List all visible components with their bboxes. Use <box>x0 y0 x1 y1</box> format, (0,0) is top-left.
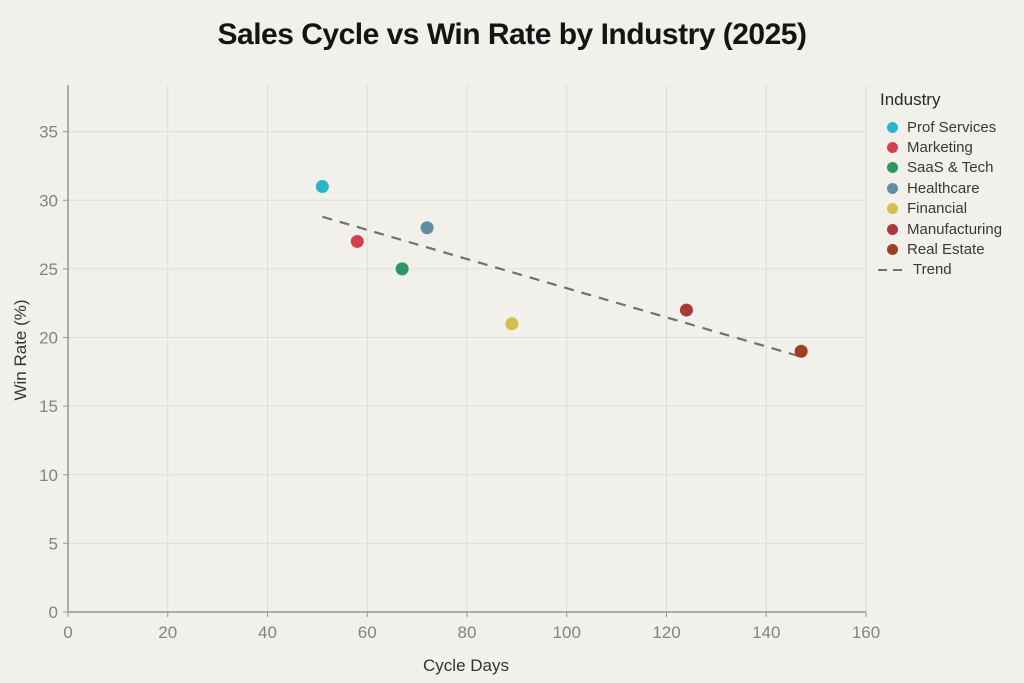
x-tick-label: 80 <box>458 623 477 642</box>
data-points <box>315 180 808 358</box>
legend-item-real-estate: Real Estate <box>878 239 1002 259</box>
x-tick-label: 120 <box>652 623 680 642</box>
legend-items: Prof Services Marketing SaaS & Tech Healthc… <box>878 117 1002 260</box>
legend-swatch-icon <box>887 223 898 235</box>
legend-swatch-icon <box>887 244 898 256</box>
legend-swatch-icon <box>887 121 898 133</box>
gridlines <box>68 85 867 612</box>
x-tick-label: 100 <box>553 623 581 642</box>
legend-swatch-icon <box>887 203 898 215</box>
chart-title: Sales Cycle vs Win Rate by Industry (202… <box>217 18 807 51</box>
legend-item-label: Marketing <box>907 139 973 157</box>
y-tick-label: 5 <box>49 534 58 553</box>
tick-marks-and-labels: 0 20 40 60 80 100 120 140 160 0 5 10 15 20 25 30 35 <box>39 123 880 642</box>
data-point-manufacturing <box>679 303 693 317</box>
data-point-healthcare <box>420 221 434 235</box>
data-point-marketing <box>350 234 364 248</box>
legend-item-healthcare: Healthcare <box>878 178 1002 198</box>
trend-line <box>322 215 802 358</box>
x-axis-label: Cycle Days <box>423 656 509 675</box>
y-tick-label: 15 <box>39 397 58 416</box>
x-tick-label: 160 <box>852 623 880 642</box>
trend-dash-icon <box>878 268 905 271</box>
x-tick-label: 20 <box>158 623 177 642</box>
y-tick-label: 25 <box>39 260 58 279</box>
legend-swatch-icon <box>887 162 898 174</box>
data-point-prof-services <box>315 180 329 194</box>
y-tick-label: 20 <box>39 329 58 348</box>
legend-item-financial: Financial <box>878 199 1002 219</box>
legend-item-saas-tech: SaaS & Tech <box>878 158 1002 178</box>
legend-item-label: Manufacturing <box>907 220 1003 238</box>
legend-item-label: Prof Services <box>907 118 997 136</box>
y-tick-label: 30 <box>39 191 58 210</box>
legend-item-marketing: Marketing <box>878 137 1002 157</box>
x-tick-label: 40 <box>258 623 277 642</box>
x-tick-label: 0 <box>63 623 72 642</box>
x-tick-label: 140 <box>752 623 780 642</box>
legend-item-label: Real Estate <box>907 241 985 259</box>
y-tick-label: 0 <box>49 603 58 622</box>
y-axis-label: Win Rate (%) <box>11 299 30 401</box>
y-tick-label: 10 <box>39 466 58 485</box>
legend-item-label: Trend <box>913 261 952 279</box>
legend-item-manufacturing: Manufacturing <box>878 219 1002 239</box>
data-point-real-estate <box>794 344 808 358</box>
y-tick-label: 35 <box>39 123 58 142</box>
legend-item-label: Healthcare <box>907 179 980 197</box>
legend-swatch-icon <box>887 142 898 154</box>
legend-item-trend: Trend <box>878 260 1002 280</box>
data-point-saas-tech <box>395 262 409 276</box>
legend-item-prof-services: Prof Services <box>878 117 1002 137</box>
legend-title: Industry <box>880 90 941 109</box>
legend-item-label: SaaS & Tech <box>907 159 994 177</box>
legend-item-label: Financial <box>907 200 968 218</box>
legend: Industry Prof Services Marketing SaaS & Te… <box>878 90 1002 280</box>
legend-swatch-icon <box>887 182 898 194</box>
data-point-financial <box>505 317 519 331</box>
x-tick-label: 60 <box>358 623 377 642</box>
